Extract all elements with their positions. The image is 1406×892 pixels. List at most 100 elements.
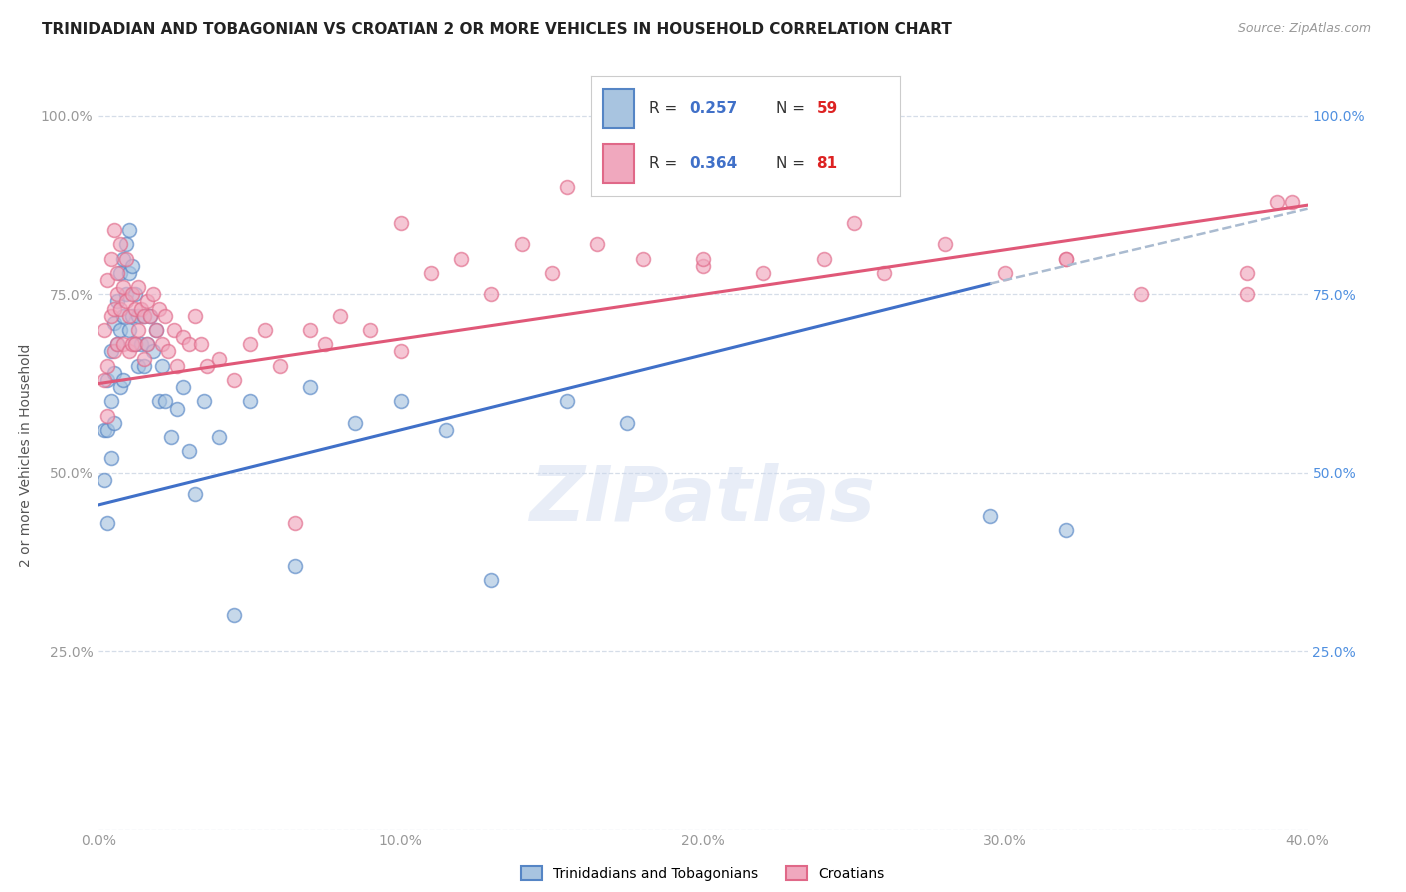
Point xyxy=(118,223,141,237)
Text: R =: R = xyxy=(650,101,682,116)
Point xyxy=(108,380,131,394)
Point xyxy=(344,416,367,430)
Point xyxy=(132,359,155,373)
Text: TRINIDADIAN AND TOBAGONIAN VS CROATIAN 2 OR MORE VEHICLES IN HOUSEHOLD CORRELATI: TRINIDADIAN AND TOBAGONIAN VS CROATIAN 2… xyxy=(42,22,952,37)
Point xyxy=(299,380,322,394)
Point xyxy=(752,266,775,280)
Point xyxy=(100,252,122,266)
Point xyxy=(1054,252,1077,266)
Point xyxy=(103,223,125,237)
Point xyxy=(153,394,176,409)
Point xyxy=(135,337,157,351)
Point xyxy=(96,423,118,437)
FancyBboxPatch shape xyxy=(603,89,634,128)
Point xyxy=(103,366,125,380)
Point xyxy=(284,516,307,530)
Point xyxy=(979,508,1001,523)
Point xyxy=(481,573,503,587)
Point xyxy=(142,287,165,301)
Point xyxy=(124,287,146,301)
Point xyxy=(139,309,162,323)
Text: N =: N = xyxy=(776,101,810,116)
Point xyxy=(692,252,714,266)
Point xyxy=(100,309,122,323)
Point xyxy=(105,266,128,280)
Point xyxy=(1054,523,1077,537)
Point xyxy=(135,294,157,309)
Point xyxy=(105,337,128,351)
Point xyxy=(692,259,714,273)
Point xyxy=(93,473,115,487)
Point xyxy=(114,252,136,266)
Point xyxy=(389,216,412,230)
Point xyxy=(100,394,122,409)
Text: N =: N = xyxy=(776,156,810,171)
Point xyxy=(111,373,134,387)
Point xyxy=(586,237,609,252)
Point xyxy=(114,294,136,309)
Point xyxy=(121,259,143,273)
Point xyxy=(208,430,231,444)
Point xyxy=(103,316,125,330)
Point xyxy=(555,394,578,409)
Point xyxy=(1236,266,1258,280)
Point xyxy=(127,323,149,337)
Point xyxy=(118,309,141,323)
Point xyxy=(96,373,118,387)
Point xyxy=(299,323,322,337)
Point xyxy=(389,394,412,409)
Point xyxy=(224,608,246,623)
Text: 0.257: 0.257 xyxy=(689,101,738,116)
Point xyxy=(166,401,188,416)
Point xyxy=(105,287,128,301)
Point xyxy=(360,323,382,337)
Point xyxy=(111,337,134,351)
Point xyxy=(96,516,118,530)
Text: 81: 81 xyxy=(817,156,838,171)
Point xyxy=(132,309,155,323)
Point xyxy=(145,323,167,337)
Point xyxy=(184,309,207,323)
Point xyxy=(121,309,143,323)
Text: Source: ZipAtlas.com: Source: ZipAtlas.com xyxy=(1237,22,1371,36)
Point xyxy=(108,301,131,316)
Point xyxy=(179,337,201,351)
Point xyxy=(108,323,131,337)
Point xyxy=(124,301,146,316)
Point xyxy=(329,309,352,323)
Point xyxy=(284,558,307,573)
Point xyxy=(148,394,170,409)
Point xyxy=(540,266,562,280)
Point xyxy=(96,359,118,373)
Point xyxy=(124,337,146,351)
Point xyxy=(208,351,231,366)
Point xyxy=(153,309,176,323)
Point xyxy=(934,237,956,252)
Point xyxy=(510,237,533,252)
Point xyxy=(129,301,152,316)
Point xyxy=(105,294,128,309)
Point xyxy=(108,237,131,252)
Y-axis label: 2 or more Vehicles in Household: 2 or more Vehicles in Household xyxy=(18,343,32,566)
Point xyxy=(616,416,638,430)
Point xyxy=(103,301,125,316)
Point xyxy=(127,309,149,323)
Point xyxy=(127,359,149,373)
Point xyxy=(994,266,1017,280)
Point xyxy=(127,280,149,294)
Point xyxy=(132,351,155,366)
Point xyxy=(129,337,152,351)
Point xyxy=(172,380,194,394)
Text: 0.364: 0.364 xyxy=(689,156,738,171)
Point xyxy=(108,266,131,280)
Point xyxy=(118,266,141,280)
Point xyxy=(93,423,115,437)
Point xyxy=(844,216,866,230)
Point xyxy=(96,273,118,287)
Point xyxy=(172,330,194,344)
Legend: Trinidadians and Tobagonians, Croatians: Trinidadians and Tobagonians, Croatians xyxy=(522,866,884,880)
Point xyxy=(100,344,122,359)
Point xyxy=(190,337,212,351)
Point xyxy=(132,309,155,323)
Point xyxy=(150,337,173,351)
